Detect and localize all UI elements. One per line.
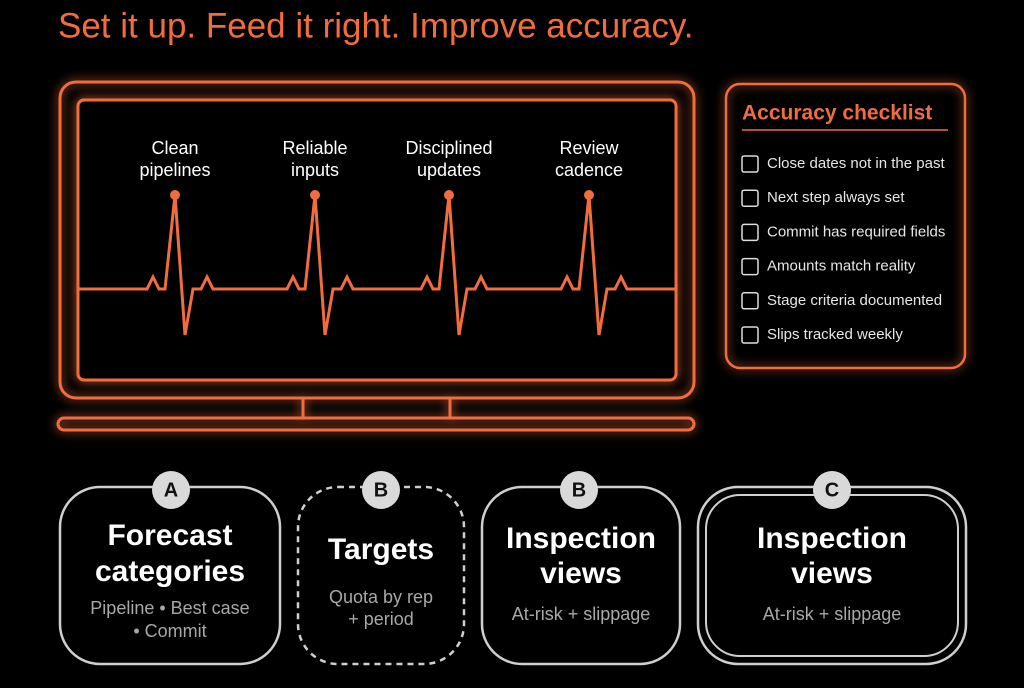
checklist-item: Close dates not in the past [767, 155, 945, 172]
peak-label: cadence [555, 160, 623, 180]
checkbox [741, 326, 759, 344]
checkbox [741, 257, 759, 276]
page-title: Set it up. Feed it right. Improve accura… [58, 6, 693, 45]
card-title: Forecast [107, 519, 232, 552]
checkbox [741, 189, 759, 207]
card-badge [813, 471, 851, 509]
peak-dot [310, 190, 320, 200]
checklist-item: Stage criteria documented [767, 292, 942, 309]
monitor-screen [76, 98, 678, 382]
monitor [56, 80, 696, 432]
card-subtitle: At-risk + slippage [512, 604, 651, 624]
peak-label: inputs [291, 160, 339, 180]
checklist-title: Accuracy checklist [742, 102, 932, 125]
checkbox [741, 223, 759, 242]
peak-label: Review [559, 138, 619, 158]
card [296, 485, 466, 666]
peak-label: pipelines [139, 160, 210, 180]
checkbox [741, 292, 759, 310]
checkbox [741, 155, 759, 173]
peak-dot [444, 190, 454, 200]
checklist-item: Next step always set [767, 189, 905, 206]
checklist-item: Commit has required fields [767, 223, 945, 240]
card-subtitle: + period [348, 609, 414, 629]
peak-label: Disciplined [405, 138, 492, 158]
peak-label: updates [417, 160, 481, 180]
card-subtitle: Pipeline • Best case [90, 598, 249, 618]
card-badge-letter: B [374, 479, 388, 501]
peak-dot [584, 190, 594, 200]
card-subtitle: • Commit [133, 621, 206, 641]
card-badge-letter: A [164, 479, 178, 501]
card-badge-letter: B [572, 479, 586, 501]
checklist-box [724, 82, 967, 370]
card-subtitle: At-risk + slippage [763, 604, 902, 624]
card-title: views [540, 557, 622, 590]
card-badge-letter: C [825, 479, 839, 501]
checklist-item: Slips tracked weekly [767, 326, 903, 343]
card-title: Inspection [757, 522, 907, 555]
checklist-item: Amounts match reality [767, 258, 916, 275]
card-badge [152, 471, 190, 509]
card-title: categories [95, 555, 245, 588]
card-title: views [791, 557, 873, 590]
peak-dot [170, 190, 180, 200]
monitor-base [56, 416, 696, 432]
card-badge [560, 471, 598, 509]
peak-label: Reliable [282, 138, 347, 158]
card-subtitle: Quota by rep [329, 587, 433, 607]
peak-label: Clean [151, 138, 198, 158]
card-title: Targets [328, 533, 434, 566]
card-title: Inspection [506, 522, 656, 555]
heartbeat-line [78, 194, 676, 336]
card-badge [362, 471, 400, 509]
